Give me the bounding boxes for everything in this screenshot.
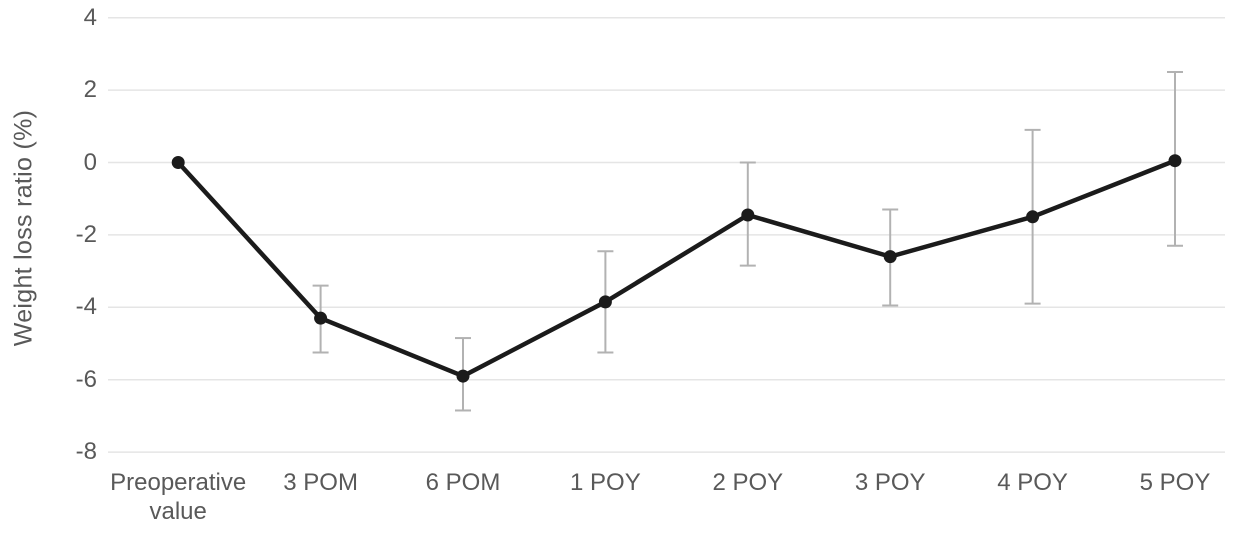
x-category-label-2: 6 POM: [425, 469, 501, 496]
y-tick-label-4: 4: [83, 3, 97, 31]
x-category-label-0: Preoperative value: [110, 469, 247, 525]
data-point-4: [741, 208, 755, 222]
x-category-label-1: 3 POM: [283, 469, 358, 496]
data-point-6: [1026, 210, 1040, 224]
y-tick-label-2: 2: [83, 76, 97, 104]
data-point-0: [171, 156, 185, 169]
y-tick-label--2: -2: [75, 220, 97, 248]
y-tick-label--6: -6: [75, 365, 97, 393]
x-category-label-7: 5 POY: [1139, 469, 1211, 496]
data-point-3: [598, 295, 612, 309]
data-point-1: [314, 311, 328, 325]
x-category-label-4: 2 POY: [712, 469, 784, 496]
data-point-5: [883, 250, 897, 264]
series-line: [175, 158, 1178, 379]
x-category-label-6: 4 POY: [997, 469, 1068, 496]
data-point-2: [456, 369, 470, 383]
y-tick-label--4: -4: [75, 293, 97, 321]
data-point-7: [1168, 154, 1182, 168]
x-category-label-5: 3 POY: [854, 469, 926, 496]
y-tick-label-0: 0: [83, 148, 97, 176]
x-category-label-3: 1 POY: [570, 469, 641, 496]
y-tick-label--8: -8: [75, 438, 97, 466]
